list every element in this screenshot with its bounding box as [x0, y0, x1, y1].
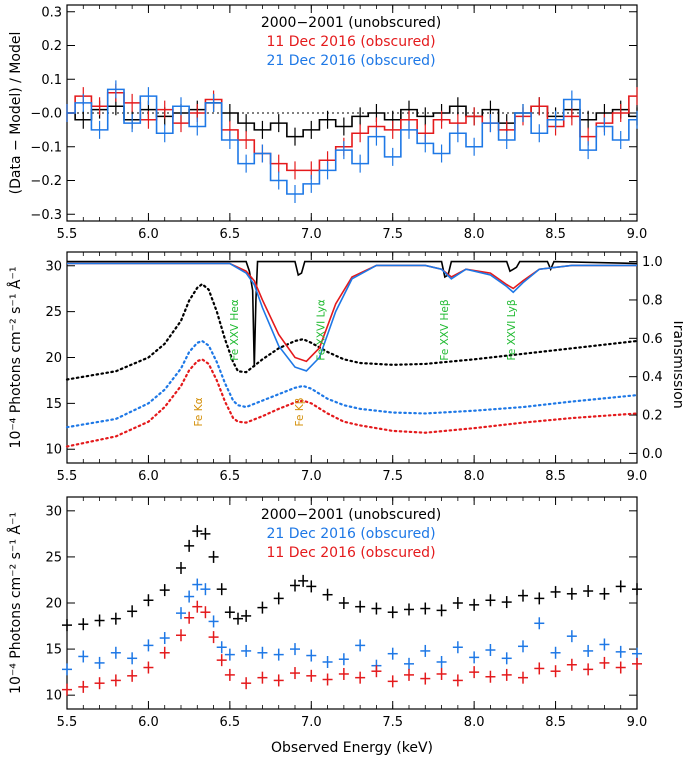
y-tick-label: 25	[45, 550, 62, 565]
y-right-tick-label: 0.6	[642, 332, 663, 347]
plot-frame	[66, 251, 638, 464]
x-tick-label: 9.0	[627, 227, 648, 242]
y-tick-label: 30	[45, 504, 62, 519]
x-tick-label: 6.5	[220, 715, 241, 730]
x-tick-label: 8.0	[464, 715, 485, 730]
y-axis-label: 10⁻⁴ Photons cm⁻² s⁻¹ Å⁻¹	[7, 267, 24, 449]
y-right-axis-label: Transmission	[670, 317, 683, 408]
y-tick-label: 10	[45, 689, 62, 704]
y-right-tick-label: 1.0	[642, 255, 663, 270]
x-axis-label: Observed Energy (keV)	[271, 740, 433, 756]
y-right-tick-label: 0.4	[642, 370, 663, 385]
series-line	[67, 88, 637, 195]
series-line	[65, 358, 639, 448]
annotation-label: Fe XXVI Lyα	[315, 299, 327, 360]
x-tick-label: 8.5	[545, 715, 566, 730]
y-tick-label: 0.1	[41, 73, 62, 88]
y-tick-label: 25	[45, 305, 62, 320]
y-tick-label: 15	[45, 643, 62, 658]
x-tick-label: 7.0	[301, 469, 322, 484]
annotation-label: Fe XXV Heα	[229, 299, 241, 361]
x-tick-label: 6.0	[138, 715, 159, 730]
x-tick-label: 7.5	[382, 227, 403, 242]
y-right-tick-label: 0.2	[642, 409, 663, 424]
annotation-label: Fe XXV Heβ	[439, 299, 451, 360]
legend-entry: 21 Dec 2016 (obscured)	[266, 53, 435, 69]
y-tick-label: 0.3	[41, 5, 62, 20]
x-tick-label: 5.5	[57, 227, 78, 242]
x-tick-label: 6.5	[220, 469, 241, 484]
x-tick-label: 6.0	[138, 227, 159, 242]
y-tick-label: 10	[45, 443, 62, 458]
x-tick-label: 5.5	[57, 469, 78, 484]
y-tick-label: 0.2	[41, 39, 62, 54]
x-tick-label: 7.0	[301, 715, 322, 730]
legend-entry: 21 Dec 2016 (obscured)	[266, 526, 435, 542]
series-line	[65, 339, 639, 429]
y-tick-label: 30	[45, 259, 62, 274]
x-tick-label: 9.0	[627, 469, 648, 484]
y-tick-label: −0.1	[30, 140, 62, 155]
x-tick-label: 9.0	[627, 715, 648, 730]
annotation-label: Fe Kα	[193, 397, 205, 426]
legend-entry: 11 Dec 2016 (obscured)	[266, 545, 435, 561]
y-tick-label: 20	[45, 351, 62, 366]
legend-entry: 2000−2001 (unobscured)	[261, 507, 441, 523]
x-tick-label: 6.5	[220, 227, 241, 242]
y-axis-label: 10⁻⁴ Photons cm⁻² s⁻¹ Å⁻¹	[7, 512, 24, 694]
annotation-label: Fe XXVI Lyβ	[506, 299, 518, 360]
x-tick-label: 6.0	[138, 469, 159, 484]
annotation-label: Fe Kβ	[294, 398, 306, 427]
x-tick-label: 5.5	[57, 715, 78, 730]
x-tick-label: 7.0	[301, 227, 322, 242]
series-line	[67, 260, 638, 368]
y-right-tick-label: 0.0	[642, 447, 663, 462]
y-tick-label: 20	[45, 597, 62, 612]
x-tick-label: 8.0	[464, 227, 485, 242]
legend-entry: 2000−2001 (unobscured)	[261, 15, 441, 31]
y-tick-label: −0.2	[30, 174, 62, 189]
x-tick-label: 8.0	[464, 469, 485, 484]
series-line	[65, 282, 639, 381]
y-right-tick-label: 0.8	[642, 293, 663, 308]
x-tick-label: 7.5	[382, 469, 403, 484]
x-tick-label: 8.5	[545, 469, 566, 484]
y-axis-label: (Data − Model) / Model	[8, 32, 24, 195]
y-tick-label: −0.0	[30, 107, 62, 122]
y-tick-label: −0.3	[30, 208, 62, 223]
series-line	[67, 262, 637, 372]
legend-entry: 11 Dec 2016 (obscured)	[266, 34, 435, 50]
y-tick-label: 15	[45, 397, 62, 412]
x-tick-label: 8.5	[545, 227, 566, 242]
x-tick-label: 7.5	[382, 715, 403, 730]
